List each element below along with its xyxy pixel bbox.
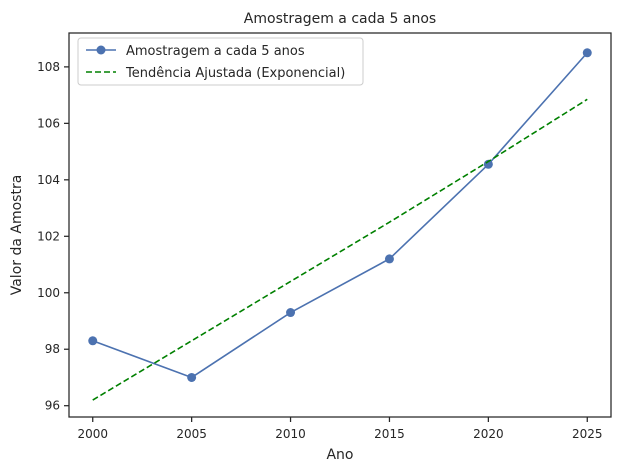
sample-point [88, 336, 98, 346]
y-tick-label: 106 [37, 116, 60, 130]
y-axis-title: Valor da Amostra [9, 175, 25, 296]
y-tick-label: 102 [37, 229, 60, 243]
y-tick-label: 104 [37, 173, 60, 187]
x-axis-title: Ano [326, 447, 353, 463]
sample-line [92, 52, 588, 379]
legend-box [77, 37, 364, 86]
legend-label: Amostragem a cada 5 anos [126, 44, 305, 59]
sample-point [187, 372, 197, 382]
y-tick-label: 98 [45, 342, 60, 356]
legend-label: Tendência Ajustada (Exponencial) [125, 66, 345, 81]
x-tick-label: 2005 [176, 427, 207, 441]
legend: Amostragem a cada 5 anos Tendência Ajusta… [77, 37, 364, 86]
legend-sample-marker [96, 45, 106, 55]
y-tick-label: 100 [37, 286, 60, 300]
x-tick-label: 2000 [77, 427, 108, 441]
trend-line [92, 98, 588, 401]
plot-frame [68, 32, 612, 418]
x-tick-label: 2010 [275, 427, 306, 441]
x-tick-label: 2025 [572, 427, 603, 441]
sample-point [384, 254, 394, 264]
sample-point [286, 308, 296, 318]
sample-point [582, 48, 592, 58]
y-tick-label: 96 [45, 399, 60, 413]
chart-title: Amostragem a cada 5 anos [244, 11, 436, 27]
x-tick-label: 2020 [473, 427, 504, 441]
x-tick-label: 2015 [374, 427, 405, 441]
y-tick-label: 108 [37, 60, 60, 74]
